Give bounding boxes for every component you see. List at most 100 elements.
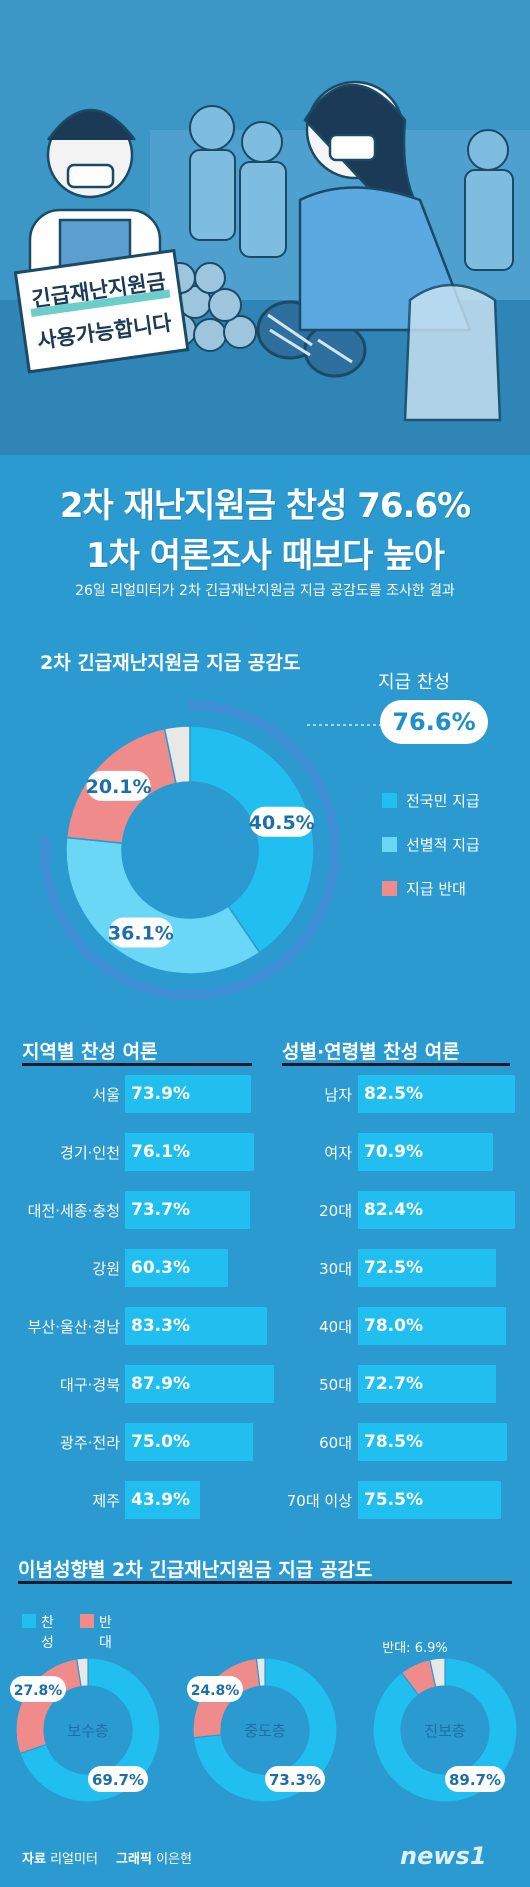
bar [125,1249,228,1287]
bar-value-label: 82.5% [364,1084,423,1104]
bar [358,1249,496,1287]
bar [358,1307,506,1345]
bar-category-label: 제주 [92,1492,120,1510]
bar-row: 60대 78.5% [270,1423,530,1463]
bar [125,1191,250,1229]
ideology-slice [19,1657,161,1803]
ideology-slice [429,1657,446,1688]
oppose-value-pill [187,1676,243,1702]
support-value-label: 69.7% [92,1771,144,1789]
bar [125,1133,254,1171]
ideology-slice [255,1657,266,1687]
support-value-pill [445,1766,505,1792]
legend-swatch [80,1614,94,1628]
headline-line2: 1차 여론조사 때보다 높아 [86,536,445,576]
bar-row: 50대 72.7% [270,1365,530,1405]
donut-chart-title: 2차 긴급재난지원금 지급 공감도 [40,652,301,674]
news1-logo-text: news1 [400,1842,487,1870]
ideology-slice [372,1657,518,1803]
bar-category-label: 경기·인천 [60,1144,120,1162]
bar-category-label: 50대 [319,1376,352,1394]
bar-value-label: 75.0% [131,1432,190,1452]
bar-value-label: 76.1% [131,1142,190,1162]
bar-row: 여자 70.9% [270,1133,530,1173]
demographic-bar-chart: 남자 82.5% 여자 70.9% 20대 82.4% 30대 72.5% 40대 78.0% 50… [270,1075,530,1635]
support-value-label: 73.3% [269,1771,321,1789]
bar-value-label: 78.0% [364,1316,423,1336]
bar-category-label: 70대 이상 [286,1492,352,1510]
support-value-pill [265,1766,325,1792]
ideology-group-name: 보수층 [67,1722,108,1740]
bar-row: 대전·세종·충청 73.7% [0,1191,270,1231]
outer-ring-label: 지급 찬성 [378,672,450,693]
donut-label-2: 36.1% [108,917,174,948]
oppose-value-pill [10,1676,66,1702]
bar-category-label: 30대 [319,1260,352,1278]
bar [358,1191,515,1229]
bar-row: 광주·전라 75.0% [0,1423,270,1463]
bar-value-label: 72.5% [364,1258,423,1278]
donut-label-pill [249,806,314,837]
bar [125,1365,274,1403]
bar-row: 40대 78.0% [270,1307,530,1347]
bar-category-label: 광주·전라 [60,1434,120,1452]
bar [358,1075,515,1113]
legend-swatch [22,1614,36,1628]
region-chart-title: 지역별 찬성 여론 [22,1041,158,1063]
bar-row: 강원 60.3% [0,1249,270,1289]
footer-credits: 자료 리얼미터 그래픽 이은현 [22,1848,192,1867]
demographic-chart-title: 성별·연령별 찬성 여론 [282,1041,460,1063]
legend-label: 찬성 [41,1615,54,1651]
bar [358,1133,493,1171]
support-donut-chart: 40.5% 36.1% 20.1% [40,700,340,1000]
oppose-value-label: 24.8% [191,1683,240,1699]
bar-category-label: 60대 [319,1434,352,1452]
bar-row: 부산·울산·경남 83.3% [0,1307,270,1347]
bar-value-label: 87.9% [131,1374,190,1394]
donut-label-pill [86,770,151,801]
donut-slice-1 [189,725,315,954]
bar-category-label: 부산·울산·경남 [27,1318,120,1336]
legend-label: 선별적 지급 [406,836,480,854]
bar-value-label: 82.4% [364,1200,423,1220]
bar [358,1481,501,1519]
source-name: 리얼미터 [50,1852,98,1867]
support-value-label: 89.7% [449,1771,501,1789]
demographic-title-underline [282,1063,510,1066]
bar-row: 제주 43.9% [0,1481,270,1521]
bar-value-label: 75.5% [364,1490,423,1510]
oppose-value-label: 27.8% [14,1683,63,1699]
bar-value-label: 78.5% [364,1432,423,1452]
vendor-sign: 긴급재난지원금 사용가능합니다 [13,248,190,374]
ideology-slice [76,1657,89,1688]
ideology-donut-1: 보수층 69.7% 27.8% [10,1657,161,1803]
oppose-value-label: 반대: 6.9% [382,1641,447,1656]
bar-value-label: 43.9% [131,1490,190,1510]
bar-row: 30대 72.5% [270,1249,530,1289]
donut-slice-4 [163,725,191,785]
source-label: 자료 [22,1852,46,1867]
legend-label: 반대 [99,1615,112,1651]
leader-line [307,724,381,726]
bar-value-label: 83.3% [131,1316,190,1336]
legend-label: 전국민 지급 [406,792,480,810]
donut-label-text: 40.5% [249,812,315,834]
bar-row: 대구·경북 87.9% [0,1365,274,1405]
bar-category-label: 서울 [92,1086,120,1104]
ideology-donut-2: 중도층 73.3% 24.8% [187,1657,338,1803]
bar-row: 경기·인천 76.1% [0,1133,270,1173]
donut-label-3: 20.1% [86,770,152,801]
header-illustration: 긴급재난지원금 사용가능합니다 [0,0,530,455]
bar-value-label: 73.9% [131,1084,190,1104]
bar-category-label: 남자 [324,1086,352,1104]
graphic-author: 이은현 [156,1852,192,1867]
bar [125,1075,251,1113]
region-title-underline [22,1063,252,1066]
bar-value-label: 60.3% [131,1258,190,1278]
bar-category-label: 대전·세종·충청 [27,1202,120,1220]
legend-label: 지급 반대 [406,880,466,898]
donut-label-pill [108,917,173,948]
donut-label-1: 40.5% [249,806,315,837]
legend-swatch [382,793,397,808]
ideology-chart-title: 이념성향별 2차 긴급재난지원금 지급 공감도 [18,1559,373,1581]
